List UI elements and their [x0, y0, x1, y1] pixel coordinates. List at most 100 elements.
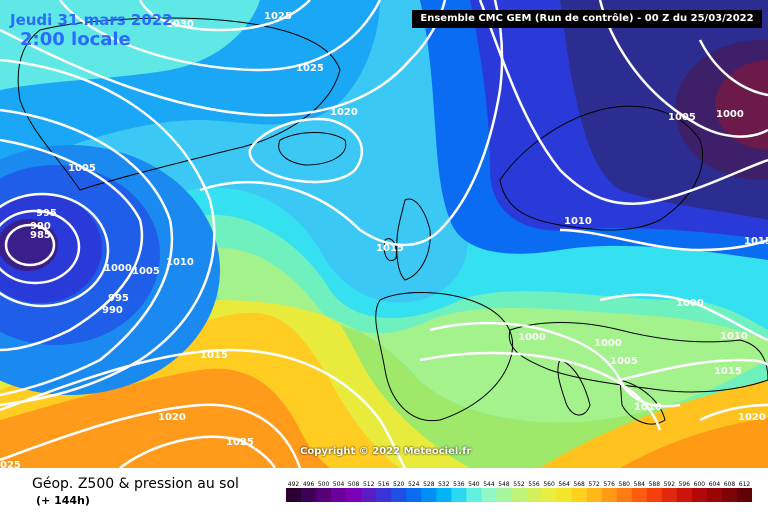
legend-swatch — [421, 488, 437, 502]
iceland-coast — [278, 132, 347, 166]
legend-tick-label: 572 — [588, 481, 600, 488]
legend-swatch — [286, 488, 302, 502]
legend-swatch — [736, 488, 752, 502]
isobar-label: 1005 — [132, 266, 160, 277]
isobar-label: 1020 — [738, 412, 766, 423]
isobar-label: 1030 — [166, 19, 194, 30]
legend-tick-label: 608 — [724, 481, 736, 488]
isobar-985 — [4, 223, 56, 267]
isobar-label: 1005 — [610, 356, 638, 367]
isobar-1015-s — [0, 348, 407, 468]
legend-tick-label: 512 — [363, 481, 375, 488]
legend-tick-label: 540 — [468, 481, 480, 488]
copyright-text: Copyright © 2022 Meteociel.fr — [300, 446, 472, 457]
legend-tick-label: 520 — [393, 481, 405, 488]
color-scale-legend: 492 496 500 504 508 512 516 520 524 528 532 536 540 5… — [286, 481, 752, 502]
isobar-label: 1025 — [296, 63, 324, 74]
legend-swatch — [601, 488, 618, 502]
legend-tick-label: 500 — [318, 481, 330, 488]
isobar-990 — [0, 209, 81, 285]
isobar-1020-n — [0, 0, 447, 117]
isobar-1025-n — [59, 0, 382, 72]
legend-tick-label: 516 — [378, 481, 390, 488]
isobar-label: 1020 — [158, 412, 186, 423]
legend-swatch — [451, 488, 467, 502]
greenland-coast — [17, 17, 341, 191]
isobar-1015-mid — [199, 0, 504, 247]
isobar-label: 990 — [102, 305, 123, 316]
isobar-label: 995 — [36, 208, 57, 219]
title-time: 2:00 locale — [20, 29, 131, 50]
legend-swatch — [316, 488, 332, 502]
legend-swatch — [346, 488, 362, 502]
legend-swatch — [466, 488, 482, 502]
legend-tick-label: 528 — [423, 481, 435, 488]
legend-tick-label: 548 — [498, 481, 510, 488]
field-low-west-core — [0, 219, 58, 271]
legend-tick-label: 496 — [303, 481, 315, 488]
isobar-label: 1000 — [676, 298, 704, 309]
legend-swatch — [571, 488, 588, 502]
legend-swatch — [706, 488, 723, 502]
isobar-1020-s — [0, 403, 302, 468]
legend-tick-label: 576 — [603, 481, 615, 488]
isobar-1030-n — [138, 0, 311, 32]
field-band-se-orange — [620, 418, 768, 468]
isobar-label: 1025 — [264, 11, 292, 22]
legend-tick-label: 544 — [483, 481, 495, 488]
isobar-1010-w — [0, 58, 216, 407]
legend-tick-label: 524 — [408, 481, 420, 488]
title-date: Jeudi 31 mars 2022 — [10, 11, 173, 29]
isobar-label: 1000 — [716, 109, 744, 120]
legend-tick-label: 588 — [649, 481, 661, 488]
isobar-label: 1000 — [518, 332, 546, 343]
italy-coast — [557, 359, 591, 416]
isobar-995 — [0, 192, 110, 308]
isobar-label: 990 — [30, 221, 51, 232]
isobar-1015-e — [559, 228, 768, 252]
legend-swatch — [661, 488, 678, 502]
legend-swatch — [691, 488, 708, 502]
legend-swatch — [376, 488, 392, 502]
model-run-label: Ensemble CMC GEM (Run de contrôle) - 00 … — [412, 10, 762, 28]
isobar-label: 985 — [30, 230, 51, 241]
legend-tick-label: 596 — [679, 481, 691, 488]
legend-swatch — [436, 488, 452, 502]
isobar-label: 1020 — [330, 107, 358, 118]
ireland-coast — [383, 238, 397, 262]
legend-swatch — [496, 488, 512, 502]
legend-tick-label: 504 — [333, 481, 345, 488]
legend-tick-label: 508 — [348, 481, 360, 488]
legend-swatch — [646, 488, 663, 502]
legend-swatch — [676, 488, 693, 502]
isobar-label: 1010 — [564, 216, 592, 227]
legend-tick-label: 612 — [739, 481, 751, 488]
legend-tick-label: 536 — [453, 481, 465, 488]
legend-swatch — [331, 488, 347, 502]
legend-swatch — [361, 488, 377, 502]
forecast-lead-time: (+ 144h) — [36, 494, 90, 507]
legend-swatch — [631, 488, 648, 502]
field-low-ne-core — [715, 60, 768, 150]
isobar-label: 1005 — [668, 112, 696, 123]
legend-tick-label: 580 — [619, 481, 631, 488]
legend-tick-label: 552 — [513, 481, 525, 488]
isobar-1010-ne — [478, 0, 768, 205]
scandinavia-coast — [499, 105, 704, 231]
central-europe-coast — [508, 322, 768, 393]
legend-tick-label: 592 — [664, 481, 676, 488]
legend-tick-label: 568 — [573, 481, 585, 488]
isobar-1000-w — [0, 138, 144, 352]
isobar-1000-e — [599, 293, 768, 342]
isobar-1015-se — [619, 358, 768, 382]
isobar-label: 1005 — [68, 163, 96, 174]
isobar-label: 1015 — [200, 350, 228, 361]
isobar-1000-central — [429, 321, 681, 408]
legend-tick-label: 560 — [543, 481, 555, 488]
coastlines — [17, 17, 768, 425]
isobar-1005-central — [419, 351, 662, 431]
isobar-label: 1010 — [634, 402, 662, 413]
title-block: Jeudi 31 mars 2022 2:00 locale — [10, 12, 173, 52]
